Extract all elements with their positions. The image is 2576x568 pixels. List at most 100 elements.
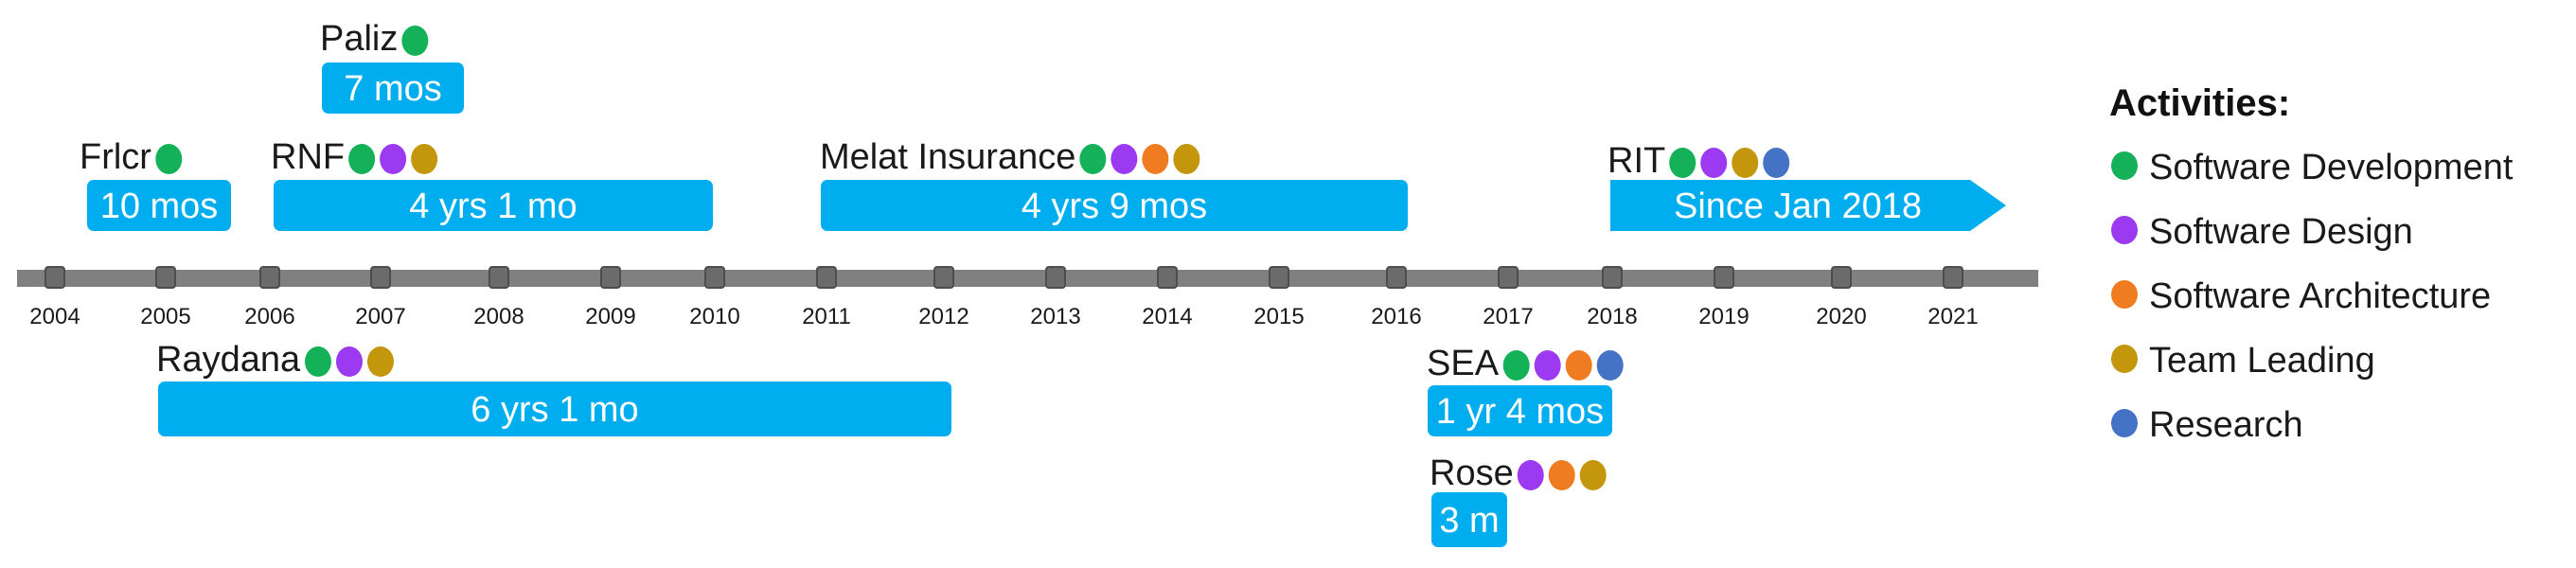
duration-label: 3 m (1439, 501, 1499, 541)
year-tick-label: 2011 (802, 304, 851, 329)
duration-bar (1428, 385, 1612, 436)
year-tick-marker (1157, 266, 1178, 289)
legend-dot-design (2111, 216, 2138, 244)
year-tick-label: 2005 (140, 304, 190, 329)
activity-dot-lead (1732, 148, 1759, 178)
entry-frlcr: 10 mos Frlcr (80, 137, 231, 231)
activity-dot-dev (348, 144, 376, 174)
duration-label: Since Jan 2018 (1674, 186, 1922, 226)
company-name: RNF (271, 137, 345, 177)
activity-dot-design (1534, 350, 1561, 381)
duration-label: 4 yrs 9 mos (1022, 186, 1207, 226)
year-tick-marker (259, 266, 280, 289)
year-tick-marker (1269, 266, 1289, 289)
activity-dot-lead (1579, 460, 1607, 490)
legend-item-research: Research (2149, 405, 2303, 445)
duration-label: 7 mos (344, 69, 441, 109)
duration-label: 6 yrs 1 mo (471, 390, 638, 430)
year-tick-marker (933, 266, 954, 289)
activity-dot-dev (1502, 350, 1530, 381)
year-tick-label: 2010 (689, 304, 739, 329)
legend-dot-dev (2111, 151, 2138, 180)
legend-item-dev: Software Development (2149, 148, 2514, 187)
activity-dot-dev (1079, 144, 1107, 174)
year-tick-marker (1045, 266, 1066, 289)
activity-dot-lead (1173, 144, 1200, 174)
company-name: Paliz (320, 19, 398, 59)
year-tick-marker (1831, 266, 1852, 289)
year-tick-label: 2014 (1142, 304, 1192, 329)
duration-label: 10 mos (100, 186, 219, 226)
year-tick-label: 2020 (1816, 304, 1866, 329)
year-tick-label: 2008 (473, 304, 524, 329)
activity-dot-dev (1669, 148, 1697, 178)
year-tick-marker (1943, 266, 1963, 289)
entry-sea: 1 yr 4 mos SEA (1427, 344, 1624, 436)
duration-bar (274, 180, 713, 231)
year-tick-marker (155, 266, 176, 289)
company-name: Rose (1430, 453, 1514, 493)
activity-dot-research (1596, 350, 1624, 381)
year-tick-marker (44, 266, 65, 289)
legend-dot-arch (2111, 280, 2138, 309)
year-tick-marker (489, 266, 509, 289)
duration-bar (821, 180, 1408, 231)
year-tick-marker (1714, 266, 1734, 289)
entry-raydana: 6 yrs 1 mo Raydana (156, 340, 951, 436)
company-name: Frlcr (80, 137, 151, 177)
year-tick-label: 2006 (244, 304, 294, 329)
year-tick-marker (1386, 266, 1407, 289)
year-tick-marker (1498, 266, 1519, 289)
activity-dot-dev (401, 26, 429, 56)
legend-title: Activities: (2109, 82, 2290, 124)
year-tick-label: 2019 (1698, 304, 1749, 329)
legend-dot-research (2111, 409, 2138, 437)
duration-bar (158, 382, 951, 436)
activity-dot-research (1763, 148, 1790, 178)
year-tick-label: 2016 (1371, 304, 1421, 329)
activity-dot-arch (1548, 460, 1575, 490)
entry-melat-insurance: 4 yrs 9 mos Melat Insurance (820, 137, 1408, 231)
year-tick-label: 2013 (1030, 304, 1080, 329)
entry-rnf: 4 yrs 1 mo RNF (271, 137, 713, 231)
legend-item-lead: Team Leading (2149, 341, 2375, 381)
company-name: Raydana (156, 340, 301, 380)
activity-dot-arch (1565, 350, 1592, 381)
activity-dot-design (380, 144, 407, 174)
company-name: SEA (1427, 344, 1500, 383)
year-tick-label: 2018 (1587, 304, 1637, 329)
legend-dot-lead (2111, 345, 2138, 373)
duration-bar (1610, 180, 2006, 231)
year-tick-marker (600, 266, 621, 289)
year-tick-label: 2007 (355, 304, 405, 329)
activity-dot-design (1110, 144, 1138, 174)
legend-item-design: Software Design (2149, 212, 2413, 252)
duration-label: 1 yr 4 mos (1436, 392, 1604, 432)
activity-dot-design (1700, 148, 1728, 178)
duration-bar (1431, 492, 1507, 547)
duration-label: 4 yrs 1 mo (409, 186, 577, 226)
entry-rose: 3 m Rose (1430, 453, 1607, 547)
activity-dot-dev (155, 144, 183, 174)
company-name: Melat Insurance (820, 137, 1075, 177)
duration-bar (322, 62, 464, 114)
activity-dot-lead (366, 346, 394, 377)
year-tick-label: 2004 (29, 304, 80, 329)
legend-item-arch: Software Architecture (2149, 276, 2491, 316)
year-tick-marker (370, 266, 391, 289)
activity-dot-dev (304, 346, 331, 377)
activity-dot-design (1517, 460, 1544, 490)
year-tick-marker (704, 266, 725, 289)
activity-dot-design (335, 346, 363, 377)
year-tick-label: 2017 (1483, 304, 1533, 329)
entry-paliz: 7 mos Paliz (320, 19, 464, 114)
year-tick-label: 2012 (918, 304, 968, 329)
activities-legend: Activities: Software Development Software… (2109, 82, 2514, 445)
activity-dot-arch (1142, 144, 1169, 174)
company-name: RIT (1608, 141, 1665, 181)
year-tick-marker (816, 266, 837, 289)
year-tick-label: 2021 (1928, 304, 1978, 329)
